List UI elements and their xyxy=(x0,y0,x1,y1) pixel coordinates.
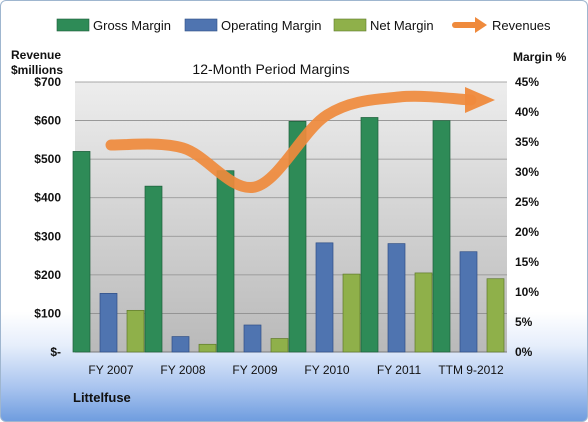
left-tick-label: $600 xyxy=(34,114,61,128)
bar-net-margin-fy-2010[interactable] xyxy=(342,273,361,353)
right-tick-label: 25% xyxy=(515,195,539,209)
bar-operating-margin-fy-2009[interactable] xyxy=(243,324,262,353)
legend-swatch-operating-margin xyxy=(184,18,218,32)
right-tick-label: 45% xyxy=(515,75,539,89)
legend-swatch-net-margin xyxy=(333,18,367,32)
chart-title: 12-Month Period Margins xyxy=(192,61,349,77)
left-tick-label: $400 xyxy=(34,191,61,205)
x-tick-label: FY 2008 xyxy=(160,363,205,377)
bars xyxy=(72,117,505,353)
right-axis-title: Margin % xyxy=(513,50,567,64)
right-axis-ticks: 0% 5% 10% 15% 20% 25% 30% 35% 40% 45% xyxy=(515,75,539,359)
right-tick-label: 10% xyxy=(515,285,539,299)
legend-item-revenues[interactable]: Revenues xyxy=(452,17,551,33)
left-axis-title-line2: $millions xyxy=(11,63,63,77)
x-tick-label: FY 2010 xyxy=(304,363,349,377)
left-tick-label: $- xyxy=(50,345,61,359)
bar-gross-margin-fy-2011[interactable] xyxy=(360,117,379,353)
right-tick-label: 35% xyxy=(515,135,539,149)
right-tick-label: 20% xyxy=(515,225,539,239)
legend-item-gross-margin[interactable]: Gross Margin xyxy=(56,18,171,33)
bar-net-margin-fy-2008[interactable] xyxy=(198,343,217,353)
x-tick-label: FY 2011 xyxy=(377,363,422,377)
x-tick-label: TTM 9-2012 xyxy=(438,363,504,377)
x-tick-label: FY 2009 xyxy=(232,363,277,377)
bar-gross-margin-fy-2008[interactable] xyxy=(144,185,163,353)
legend-swatch-gross-margin xyxy=(56,18,90,32)
legend-item-net-margin[interactable]: Net Margin xyxy=(333,18,434,33)
bar-gross-margin-fy-2007[interactable] xyxy=(72,151,91,353)
right-tick-label: 0% xyxy=(515,345,533,359)
x-axis-ticks: FY 2007 FY 2008 FY 2009 FY 2010 FY 2011 TTM 9… xyxy=(88,363,504,377)
legend-arrowhead-revenues xyxy=(475,17,487,33)
revenue-line-layer xyxy=(105,87,495,193)
legend: Gross Margin Operating Margin Net Margin… xyxy=(56,17,551,33)
left-axis-title-line1: Revenue xyxy=(11,48,61,62)
legend-label-gross-margin: Gross Margin xyxy=(93,18,171,33)
left-tick-label: $100 xyxy=(34,306,61,320)
left-tick-label: $200 xyxy=(34,268,61,282)
right-tick-label: 30% xyxy=(515,165,539,179)
left-tick-label: $700 xyxy=(34,75,61,89)
legend-label-net-margin: Net Margin xyxy=(370,18,434,33)
bar-net-margin-fy-2007[interactable] xyxy=(126,309,145,353)
left-axis-ticks: $- $100 $200 $300 $400 $500 $600 $700 xyxy=(34,75,61,359)
x-tick-label: FY 2007 xyxy=(88,363,133,377)
bar-net-margin-ttm-9-2012[interactable] xyxy=(486,278,505,353)
legend-label-operating-margin: Operating Margin xyxy=(221,18,321,33)
company-label: Littelfuse xyxy=(73,390,131,405)
bar-net-margin-fy-2011[interactable] xyxy=(414,272,433,353)
revenue-line[interactable] xyxy=(105,90,477,193)
legend-label-revenues: Revenues xyxy=(492,18,551,33)
bar-operating-margin-fy-2007[interactable] xyxy=(99,293,118,353)
bar-operating-margin-fy-2011[interactable] xyxy=(387,243,406,353)
legend-item-operating-margin[interactable]: Operating Margin xyxy=(184,18,321,33)
bar-operating-margin-ttm-9-2012[interactable] xyxy=(459,251,478,353)
revenue-arrowhead xyxy=(465,87,495,113)
bar-gross-margin-fy-2009[interactable] xyxy=(216,170,235,353)
bar-gross-margin-ttm-9-2012[interactable] xyxy=(432,120,451,353)
right-tick-label: 5% xyxy=(515,315,533,329)
left-tick-label: $500 xyxy=(34,152,61,166)
bar-gross-margin-fy-2010[interactable] xyxy=(288,120,307,353)
bar-net-margin-fy-2009[interactable] xyxy=(270,338,289,353)
bar-operating-margin-fy-2008[interactable] xyxy=(171,336,190,353)
right-tick-label: 15% xyxy=(515,255,539,269)
left-tick-label: $300 xyxy=(34,229,61,243)
right-tick-label: 40% xyxy=(515,105,539,119)
bar-operating-margin-fy-2010[interactable] xyxy=(315,242,334,353)
